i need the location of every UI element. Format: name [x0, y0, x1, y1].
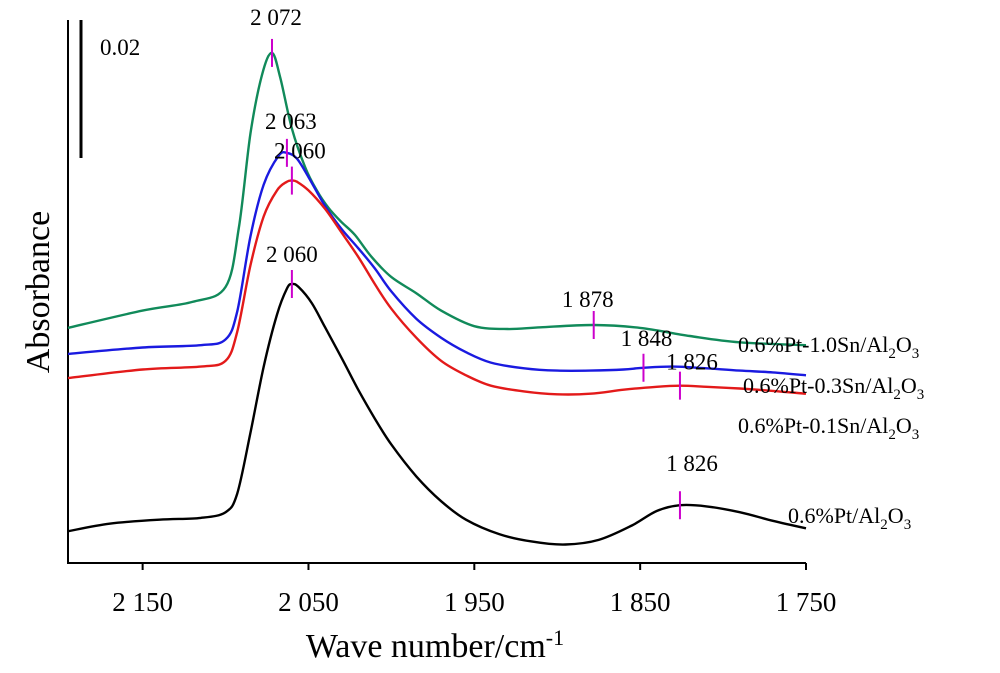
series-label-1: 0.6%Pt-0.3Sn/Al2O3: [743, 373, 924, 403]
series-label-0: 0.6%Pt-1.0Sn/Al2O3: [738, 332, 919, 362]
series-line-1: [67, 150, 807, 377]
series-label-2: 0.6%Pt-0.1Sn/Al2O3: [738, 413, 919, 443]
series-label-subscript: 3: [904, 517, 912, 533]
peak-label: 2 060: [274, 139, 326, 164]
peak-label: 1 826: [666, 451, 718, 476]
series-line-2: [67, 179, 807, 396]
x-tick-label: 2 150: [112, 587, 173, 617]
scale-bar-label: 0.02: [100, 35, 140, 60]
peak-label: 1 878: [562, 287, 614, 312]
axes: [67, 20, 806, 564]
peak-label: 2 072: [250, 5, 302, 30]
peak-label: 2 060: [266, 242, 318, 267]
series-label-subscript: 2: [880, 517, 888, 533]
series-label-text: O: [896, 332, 912, 357]
series-label-text: 0.6%Pt-1.0Sn/Al: [738, 332, 888, 357]
series-label-text: O: [888, 503, 904, 528]
series-labels: 0.6%Pt-1.0Sn/Al2O30.6%Pt-0.3Sn/Al2O30.6%…: [738, 332, 924, 533]
x-axis-title: Wave number/cm-1: [306, 625, 564, 665]
series-lines: [67, 51, 807, 546]
peak-label: 1 826: [666, 350, 718, 375]
series-label-subscript: 2: [888, 427, 896, 443]
peak-label: 2 063: [265, 109, 317, 134]
series-label-text: 0.6%Pt-0.1Sn/Al: [738, 413, 888, 438]
series-label-text: O: [896, 413, 912, 438]
x-ticks: 2 150 2 050 1 950 1 850 1 750: [112, 563, 836, 617]
series-label-text: O: [901, 373, 917, 398]
x-tick-label: 1 750: [776, 587, 837, 617]
peak-label: 1 848: [621, 326, 673, 351]
series-label-subscript: 2: [888, 346, 896, 362]
series-label-subscript: 2: [893, 387, 901, 403]
y-axis-title: Absorbance: [20, 211, 57, 373]
series-line-0: [67, 51, 807, 347]
series-label-text: 0.6%Pt-0.3Sn/Al: [743, 373, 893, 398]
series-label-subscript: 3: [912, 346, 920, 362]
x-tick-label: 1 850: [610, 587, 671, 617]
series-label-3: 0.6%Pt/Al2O3: [788, 503, 911, 533]
series-label-subscript: 3: [917, 387, 925, 403]
series-label-text: 0.6%Pt/Al: [788, 503, 880, 528]
series-line-3: [67, 282, 807, 546]
x-axis-title-text: Wave number/cm: [306, 628, 546, 665]
x-tick-label: 1 950: [444, 587, 505, 617]
x-axis-title-sup: -1: [546, 625, 564, 650]
scale-bar: 0.02: [79, 20, 140, 158]
x-tick-label: 2 050: [278, 587, 339, 617]
series-label-subscript: 3: [912, 427, 920, 443]
